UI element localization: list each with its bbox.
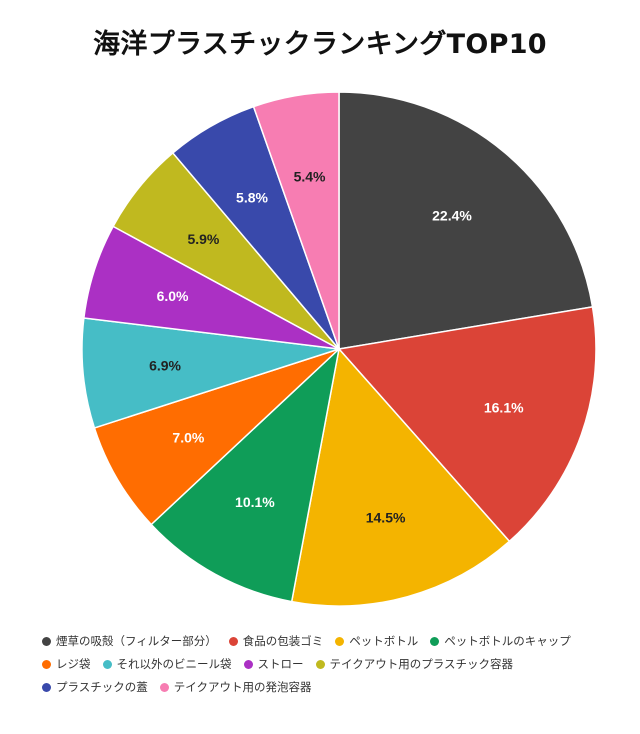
pie-slice: [150, 346, 341, 603]
pie-chart: 22.4% 16.1% 14.5% 10.1% 7.0% 6.9% 6.0% 5.9% 5.8%…: [81, 91, 597, 607]
chart-title: 海洋プラスチックランキングTOP10: [93, 29, 547, 60]
pie-slice: [290, 347, 511, 607]
legend-item: プラスチックの蓋: [42, 680, 148, 695]
slice-data-label: 6.0%: [157, 288, 189, 304]
pie-slice: [338, 91, 594, 350]
legend-label: ペットボトルのキャップ: [444, 634, 571, 648]
legend-swatch: [243, 660, 253, 669]
legend-swatch: [159, 683, 169, 692]
legend-swatch: [315, 660, 325, 669]
legend-swatch: [102, 660, 112, 669]
pie-slice: [93, 348, 340, 526]
legend-swatch: [42, 637, 51, 646]
legend-label: ペットボトル: [349, 634, 419, 648]
pie-slice: [337, 305, 597, 543]
slice-data-label: 7.0%: [172, 430, 204, 446]
legend-item: 煙草の吸殻（フィルター部分）: [42, 634, 217, 649]
legend-item: ペットボトル: [335, 634, 418, 649]
chart-legend: 煙草の吸殻（フィルター部分） 食品の包装ゴミ ペットボトル ペットボトルのキャップレジ…: [42, 634, 612, 695]
legend-item: テイクアウト用のプラスチック容器: [315, 657, 514, 672]
legend-label: プラスチックの蓋: [56, 680, 148, 694]
slice-data-label: 5.9%: [187, 231, 219, 247]
legend-item: ペットボトルのキャップ: [430, 634, 571, 649]
pie-slice: [252, 91, 340, 350]
legend-label: テイクアウト用のプラスチック容器: [329, 657, 514, 671]
legend-label: テイクアウト用の発泡容器: [173, 680, 312, 694]
legend-swatch: [335, 637, 345, 646]
slice-data-label: 10.1%: [235, 494, 275, 510]
slice-data-label: 5.8%: [236, 189, 268, 205]
legend-swatch: [430, 637, 440, 646]
legend-swatch: [228, 637, 238, 646]
legend-label: 食品の包装ゴミ: [242, 634, 324, 648]
legend-label: レジ袋: [56, 657, 91, 671]
legend-item: レジ袋: [42, 657, 91, 672]
legend-label: それ以外のビニール袋: [116, 657, 232, 671]
slice-data-label: 22.4%: [432, 208, 472, 224]
slice-data-label: 5.4%: [294, 169, 326, 185]
slice-data-label: 14.5%: [366, 509, 406, 525]
legend-swatch: [42, 660, 51, 669]
legend-label: 煙草の吸殻（フィルター部分）: [56, 634, 217, 648]
legend-item: それ以外のビニール袋: [102, 657, 232, 672]
legend-item: 食品の包装ゴミ: [228, 634, 324, 649]
legend-item: テイクアウト用の発泡容器: [159, 680, 312, 695]
slice-data-label: 16.1%: [484, 399, 524, 415]
legend-label: ストロー: [257, 657, 304, 671]
slice-data-label: 6.9%: [149, 358, 181, 374]
pie-slice: [81, 317, 340, 429]
legend-swatch: [42, 683, 51, 692]
legend-item: ストロー: [243, 657, 304, 672]
